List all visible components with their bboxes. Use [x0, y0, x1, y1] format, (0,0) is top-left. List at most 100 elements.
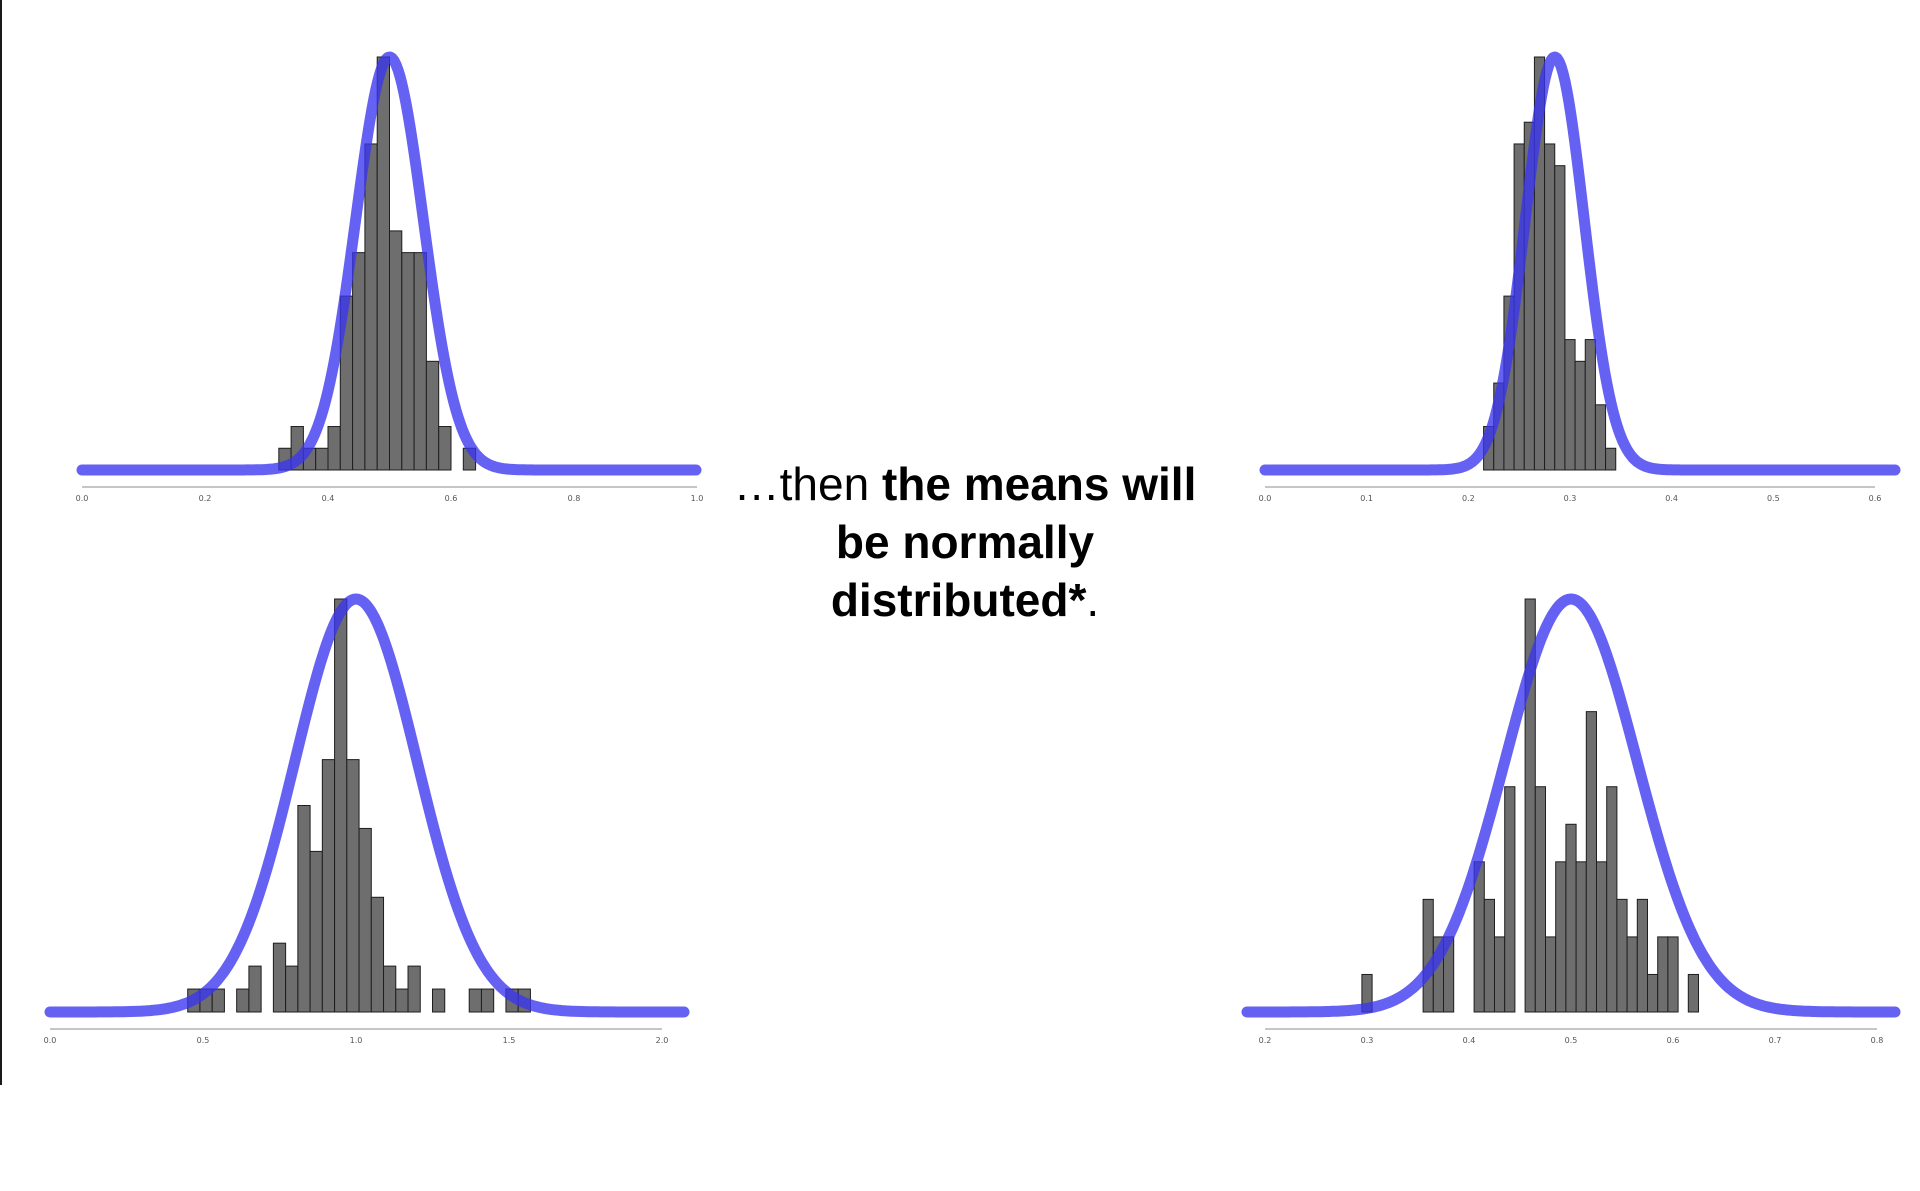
- x-tick-label-bl-3: 1.5: [503, 1036, 516, 1045]
- histogram-bar-br-21: [1575, 861, 1587, 1013]
- caption-line-2: be normally: [835, 516, 1095, 568]
- histogram-bar-tr-7: [1554, 165, 1566, 471]
- histogram-top-left: 0.0 0.2 0.4 0.6 0.8 1.0: [76, 51, 703, 525]
- histogram-bar-bl-17: [395, 988, 409, 1013]
- x-tick-label-tr-4: 0.4: [1665, 494, 1678, 503]
- x-tick-label-tr-1: 0.1: [1360, 494, 1373, 503]
- histogram-bar-tl-11: [413, 252, 427, 471]
- histogram-bar-bl-5: [248, 965, 262, 1013]
- histogram-bottom-left-svg: 0.0 0.5 1.0 1.5 2.0: [44, 593, 690, 1045]
- histogram-top-right: 0.0 0.1 0.2 0.3 0.4 0.5 0.6: [1259, 51, 1901, 525]
- x-tick-label-tr-0: 0.0: [1259, 494, 1272, 503]
- histogram-bar-bl-24: [480, 988, 495, 1013]
- histogram-bar-tr-10: [1584, 339, 1596, 471]
- histogram-bar-bl-12: [334, 598, 348, 1013]
- histogram-bottom-left: 0.0 0.5 1.0 1.5 2.0: [44, 593, 690, 1067]
- histogram-bar-tl-9: [389, 230, 403, 471]
- histogram-bar-tl-13: [438, 426, 452, 471]
- histogram-top-right-svg: 0.0 0.1 0.2 0.3 0.4 0.5 0.6: [1259, 51, 1901, 503]
- histogram-bar-bl-10: [309, 850, 323, 1013]
- x-tick-label-tr-2: 0.2: [1462, 494, 1475, 503]
- x-tick-label-br-1: 0.3: [1361, 1036, 1374, 1045]
- x-tick-label-tr-6: 0.6: [1869, 494, 1882, 503]
- histogram-bar-tl-7: [364, 143, 378, 471]
- histogram-bar-bl-18: [407, 965, 421, 1013]
- x-tick-label-br-4: 0.6: [1667, 1036, 1680, 1045]
- histogram-bar-tl-6: [352, 252, 366, 471]
- caption-bold-1: the means will: [881, 458, 1197, 510]
- histogram-bar-br-13: [1494, 936, 1506, 1013]
- normal-curve-tr: [1259, 51, 1901, 476]
- histogram-bar-tl-12: [425, 360, 440, 471]
- normal-curve-bl: [44, 593, 690, 1018]
- histogram-bar-br-14: [1504, 786, 1516, 1013]
- histogram-bar-br-25: [1616, 898, 1628, 1013]
- histogram-bar-tl-3: [315, 447, 329, 471]
- histogram-bar-br-17: [1534, 786, 1546, 1013]
- caption-end: .: [1086, 574, 1100, 626]
- x-tick-label-br-3: 0.5: [1565, 1036, 1578, 1045]
- caption-lead: …then: [733, 458, 882, 510]
- histogram-bar-br-26: [1626, 936, 1638, 1013]
- histogram-bar-bl-13: [346, 759, 360, 1013]
- x-tick-label-tl-1: 0.2: [199, 494, 212, 503]
- caption-bold-3: distributed*: [830, 574, 1087, 626]
- x-tick-label-tr-3: 0.3: [1564, 494, 1577, 503]
- x-tick-label-bl-4: 2.0: [656, 1036, 669, 1045]
- x-tick-label-tl-4: 0.8: [568, 494, 581, 503]
- histogram-bar-bl-16: [383, 965, 397, 1013]
- histogram-bar-tl-4: [327, 426, 341, 471]
- histogram-bar-tr-9: [1574, 360, 1586, 471]
- histogram-bar-bl-4: [236, 988, 250, 1013]
- histogram-bar-tr-8: [1564, 339, 1576, 471]
- histogram-bar-tl-10: [401, 252, 415, 471]
- x-tick-label-br-5: 0.7: [1769, 1036, 1782, 1045]
- x-tick-label-tl-5: 1.0: [691, 494, 704, 503]
- histogram-bar-br-32: [1687, 973, 1699, 1013]
- histogram-bar-bl-23: [468, 988, 482, 1013]
- caption: …then the means will be normally distrib…: [700, 455, 1230, 629]
- histogram-bar-br-30: [1667, 936, 1679, 1013]
- histogram-bar-br-28: [1647, 973, 1659, 1013]
- histogram-bar-br-20: [1565, 823, 1577, 1013]
- histogram-bar-br-11: [1473, 861, 1485, 1013]
- histogram-bar-tr-6: [1544, 143, 1556, 471]
- x-tick-label-tl-2: 0.4: [322, 494, 335, 503]
- histogram-bar-bl-11: [321, 759, 336, 1013]
- x-tick-label-tl-0: 0.0: [76, 494, 89, 503]
- x-tick-label-bl-0: 0.0: [44, 1036, 57, 1045]
- histogram-bar-bl-20: [432, 988, 446, 1013]
- histogram-bar-bl-15: [370, 896, 385, 1013]
- histogram-bar-bl-9: [297, 805, 311, 1013]
- normal-curve-br: [1241, 593, 1901, 1018]
- histogram-bar-br-22: [1585, 711, 1597, 1013]
- histogram-bottom-right: 0.2 0.3 0.4 0.5 0.6 0.7 0.8: [1241, 593, 1901, 1067]
- histogram-bar-br-19: [1555, 861, 1567, 1013]
- histogram-top-left-svg: 0.0 0.2 0.4 0.6 0.8 1.0: [76, 51, 703, 503]
- x-tick-label-br-2: 0.4: [1463, 1036, 1476, 1045]
- histogram-bar-bl-14: [358, 827, 372, 1013]
- histogram-bar-bl-7: [272, 942, 287, 1013]
- x-tick-label-br-6: 0.8: [1871, 1036, 1884, 1045]
- x-tick-label-tr-5: 0.5: [1767, 494, 1780, 503]
- x-tick-label-tl-3: 0.6: [445, 494, 458, 503]
- histogram-bar-br-23: [1596, 861, 1608, 1013]
- histogram-bar-br-27: [1636, 898, 1648, 1013]
- histogram-bar-br-6: [1422, 898, 1434, 1013]
- histogram-bar-tr-12: [1605, 447, 1617, 471]
- x-tick-label-br-0: 0.2: [1259, 1036, 1272, 1045]
- histogram-bar-br-24: [1606, 786, 1618, 1013]
- caption-line-1: …then the means will: [700, 455, 1230, 513]
- x-tick-label-bl-2: 1.0: [350, 1036, 363, 1045]
- x-tick-label-bl-1: 0.5: [197, 1036, 210, 1045]
- histogram-bar-br-12: [1483, 898, 1496, 1013]
- caption-line-3: distributed*.: [700, 571, 1230, 629]
- histogram-bar-br-29: [1657, 936, 1669, 1013]
- histogram-bar-bl-2: [211, 988, 225, 1013]
- histogram-bar-tr-11: [1594, 404, 1607, 471]
- histogram-bar-tl-8: [376, 56, 391, 471]
- normal-curve-tl: [76, 51, 702, 476]
- histogram-bar-bl-8: [285, 965, 299, 1013]
- histogram-bar-br-18: [1545, 936, 1557, 1013]
- left-edge-line: [0, 0, 2, 1085]
